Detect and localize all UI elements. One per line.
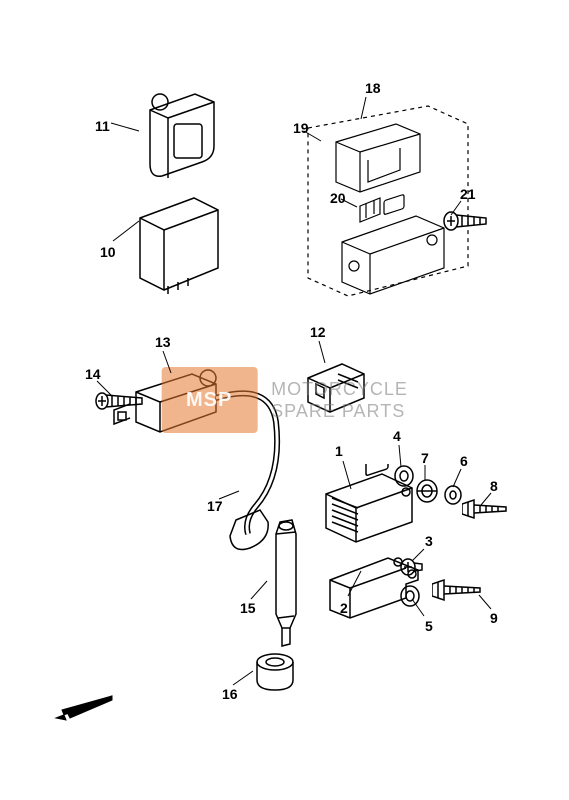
callout-5: 5	[425, 618, 433, 634]
callout-1: 1	[335, 443, 343, 459]
callout-17: 17	[207, 498, 223, 514]
callout-12: 12	[310, 324, 326, 340]
view-direction-arrow	[48, 688, 118, 733]
leader-15	[250, 580, 268, 600]
callout-18: 18	[365, 80, 381, 96]
part-11-cdi-cover	[140, 88, 230, 188]
leader-1	[342, 460, 352, 490]
callout-6: 6	[460, 453, 468, 469]
leader-11	[110, 122, 140, 132]
leader-20	[340, 198, 358, 208]
leader-5	[411, 598, 425, 617]
part-4-washer	[392, 464, 416, 488]
leader-21	[450, 200, 462, 216]
leader-17	[218, 490, 240, 500]
callout-11: 11	[95, 118, 110, 134]
part-12-relay	[298, 354, 378, 414]
callout-2: 2	[340, 600, 348, 616]
leader-8	[480, 492, 492, 506]
part-7-grommet	[414, 478, 440, 504]
leader-18	[360, 96, 367, 120]
leader-19	[303, 130, 322, 142]
diagram-canvas: MSP MOTORCYCLE SPARE PARTS 1234567891011…	[0, 0, 569, 800]
leader-16	[232, 670, 254, 686]
callout-13: 13	[155, 334, 171, 350]
callout-10: 10	[100, 244, 116, 260]
leader-13	[162, 350, 172, 374]
callout-3: 3	[425, 533, 433, 549]
leader-4	[398, 444, 402, 468]
leader-14	[96, 380, 112, 396]
callout-4: 4	[393, 428, 401, 444]
leader-7	[424, 464, 426, 482]
leader-12	[318, 340, 326, 364]
leader-3	[411, 548, 425, 562]
part-10-cdi-unit	[132, 190, 232, 300]
callout-21: 21	[460, 186, 476, 202]
leader-2	[347, 570, 362, 597]
callout-15: 15	[240, 600, 256, 616]
leader-10	[112, 220, 140, 242]
leader-6	[452, 468, 462, 488]
callout-16: 16	[222, 686, 238, 702]
callout-9: 9	[490, 610, 498, 626]
leader-9	[478, 594, 492, 610]
part-16-cap	[250, 650, 300, 694]
